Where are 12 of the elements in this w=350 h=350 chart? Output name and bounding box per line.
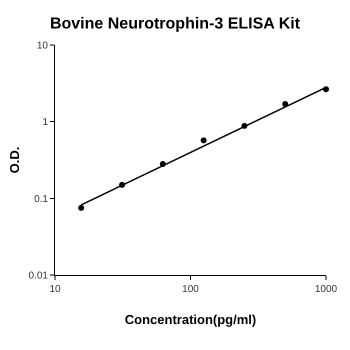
y-tick-label: 0.1 [34, 194, 48, 205]
point [78, 204, 84, 211]
y-axis-title: O.D. [7, 146, 22, 174]
x-axis-title: Concentration(pg/ml) [124, 312, 256, 327]
x-tick-label: 1000 [314, 284, 338, 295]
y-tick-label: 1 [42, 117, 48, 128]
y-tick-label: 10 [36, 40, 48, 52]
y-tick-label: 0.01 [28, 270, 48, 282]
point [200, 137, 207, 144]
x-tick-label: 10 [49, 284, 61, 295]
x-tick-label: 100 [182, 284, 200, 295]
chart-title: Bovine Neurotrophin-3 ELISA Kit [50, 16, 301, 33]
